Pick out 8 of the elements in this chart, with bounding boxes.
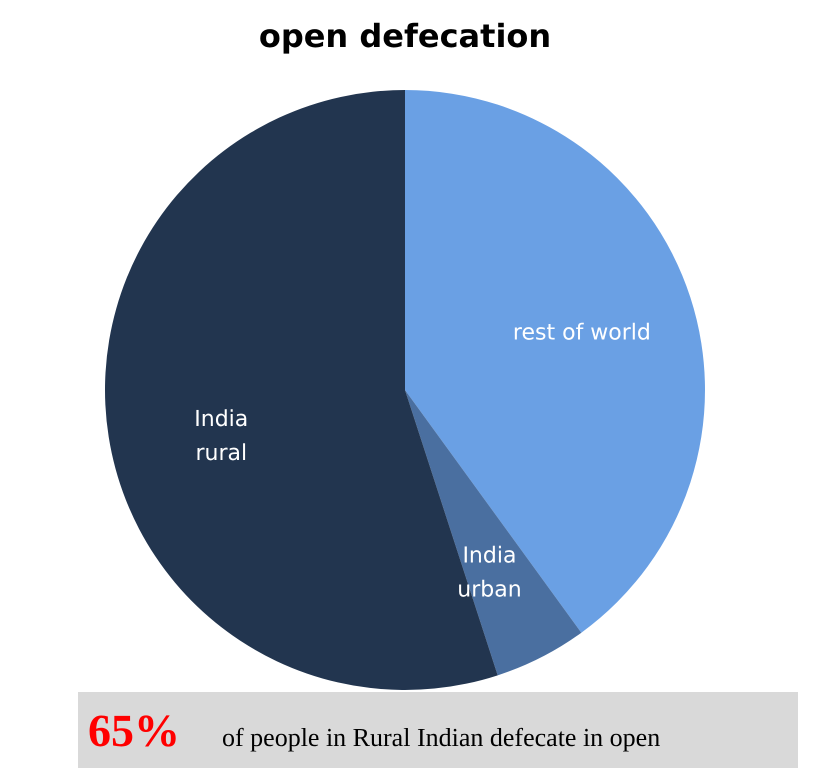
slice-label: rest of world — [512, 320, 651, 346]
pie-slice — [405, 90, 704, 633]
text: of people in Rural Indian defecate in open — [222, 723, 660, 752]
slice-label: India urban — [457, 544, 522, 603]
slice-label: India rural — [194, 407, 248, 466]
chart-title: open defecation — [258, 17, 552, 55]
pie-slice — [405, 390, 582, 676]
text: 65% — [88, 705, 180, 756]
